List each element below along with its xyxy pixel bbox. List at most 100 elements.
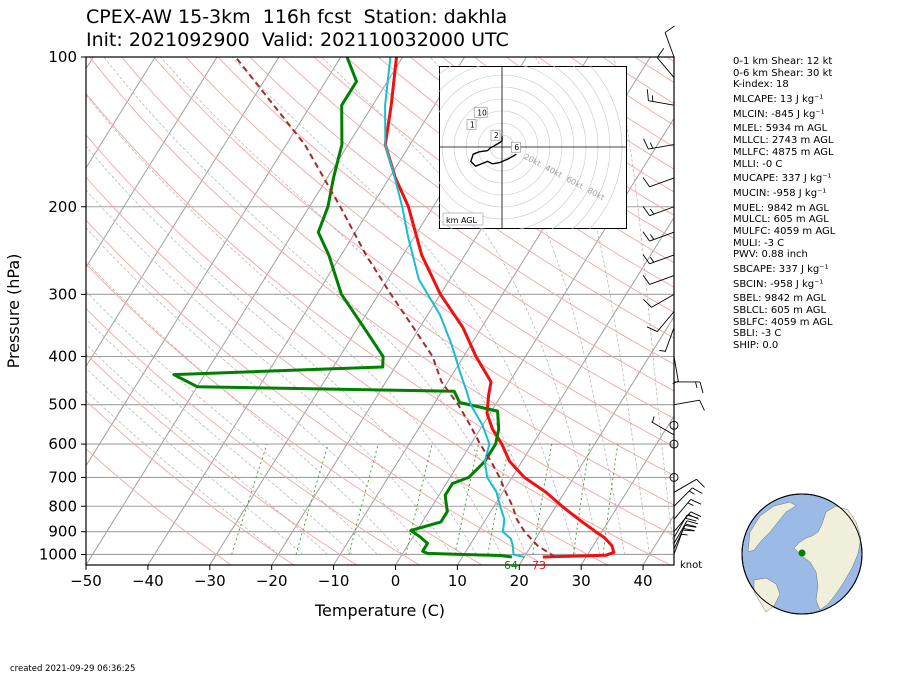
wind-barb — [673, 511, 702, 532]
wind-barb — [669, 472, 679, 482]
hodograph-height-marker: 10 — [473, 107, 488, 118]
wind-barb — [673, 499, 702, 520]
index-line: SBLI: -3 C — [733, 328, 782, 340]
wind-barb — [673, 478, 705, 493]
dry-adiabat — [377, 57, 674, 264]
moist-adiabat — [86, 390, 279, 555]
dry-adiabat — [86, 307, 420, 565]
x-tick-label: 0 — [391, 572, 401, 590]
dry-adiabat — [86, 400, 294, 565]
moist-adiabat — [86, 145, 477, 555]
wind-barb — [642, 274, 675, 285]
index-line: MUCAPE: 337 J kg⁻¹ — [733, 173, 832, 185]
index-line: SBCAPE: 337 J kg⁻¹ — [733, 264, 829, 275]
index-line: MLLCL: 2743 m AGL — [733, 135, 834, 147]
dry-adiabat — [153, 57, 674, 448]
index-line: MULI: -3 C — [733, 237, 785, 249]
index-line: SBLCL: 605 m AGL — [733, 305, 827, 317]
x-tick-label: −50 — [70, 572, 102, 590]
dewpoint-profile — [172, 57, 512, 559]
x-tick-label: −30 — [194, 572, 226, 590]
dry-adiabat — [86, 263, 483, 565]
index-line: K-index: 18 — [733, 79, 789, 91]
isotherm — [86, 57, 280, 368]
axis-ticks: −50 −40 −30 −20 −10 0 10 20 30 40 100 200 300 400 500 6… — [39, 48, 653, 590]
y-tick-label: 900 — [48, 523, 77, 541]
wind-barb — [673, 487, 703, 507]
y-tick-label: 700 — [48, 468, 77, 486]
moist-adiabat — [86, 367, 304, 555]
isotherm — [147, 57, 466, 565]
svg-text:10: 10 — [477, 108, 487, 117]
y-tick-label: 200 — [48, 198, 77, 216]
x-tick-label: −10 — [318, 572, 350, 590]
moist-adiabat — [103, 57, 527, 555]
created-timestamp: created 2021-09-29 06:36:25 — [10, 664, 136, 674]
location-globe — [741, 493, 863, 615]
index-line: SBEL: 9842 m AGL — [733, 293, 827, 305]
profiles — [172, 57, 616, 559]
index-line: MLLFC: 4875 m AGL — [733, 146, 834, 158]
hodograph-km-agl-label: km AGL — [446, 216, 478, 225]
x-tick-label: 30 — [572, 572, 591, 590]
y-axis-label: Pressure (hPa) — [4, 254, 23, 369]
wind-barb — [643, 138, 675, 150]
moist-adiabat — [535, 57, 650, 555]
dry-adiabat — [313, 57, 674, 313]
hodograph-height-marker: 6 — [511, 141, 521, 153]
hodograph-height-marker: 2 — [490, 129, 501, 141]
surface-dewpoint-label: 64 — [504, 559, 518, 572]
x-tick-label: −40 — [132, 572, 164, 590]
y-tick-label: 400 — [48, 348, 77, 366]
wind-barb — [656, 48, 675, 78]
isotherm — [86, 57, 156, 169]
dry-adiabat — [121, 57, 674, 477]
moist-adiabat — [86, 189, 452, 555]
wind-barb — [673, 524, 697, 550]
x-axis-label: Temperature (C) — [314, 601, 445, 620]
x-tick-label: 20 — [510, 572, 529, 590]
dry-adiabat — [281, 57, 674, 339]
moist-adiabat — [86, 260, 403, 555]
wind-barb — [642, 254, 675, 265]
moist-adiabat — [321, 57, 601, 555]
isotherm — [86, 57, 404, 565]
wind-barb — [672, 356, 679, 385]
y-tick-label: 300 — [48, 285, 77, 303]
wind-barb — [642, 206, 675, 217]
moist-adiabat — [86, 343, 329, 555]
dry-adiabat — [345, 57, 674, 288]
globe-land-europe-africa — [793, 505, 862, 611]
wind-barb — [669, 420, 679, 430]
wind-barb — [642, 177, 675, 188]
x-tick-label: 10 — [448, 572, 467, 590]
surface-temperature-label: 73 — [532, 559, 546, 572]
dry-adiabat — [86, 92, 674, 537]
mixing-ratio-line — [487, 444, 510, 555]
index-line: MLCAPE: 13 J kg⁻¹ — [733, 94, 824, 106]
hodograph-height-marker: 1 — [466, 119, 477, 130]
mixing-ratio-line — [405, 443, 433, 555]
station-marker — [798, 549, 806, 557]
isotherm — [86, 57, 218, 269]
barb-units-label: knot — [680, 560, 703, 571]
y-tick-label: 100 — [48, 48, 77, 66]
parcel-profile — [234, 57, 556, 558]
wetbulb-profile — [384, 57, 525, 558]
wind-barb — [646, 311, 675, 332]
isotherm — [395, 117, 674, 565]
dry-adiabat — [217, 57, 674, 392]
mixing-ratio-line — [231, 443, 268, 555]
wind-barb — [674, 381, 704, 394]
index-line: MLLI: -0 C — [733, 158, 783, 170]
index-line: MLEL: 5934 m AGL — [733, 123, 828, 135]
x-tick-label: −20 — [256, 572, 288, 590]
wind-barb — [646, 89, 675, 106]
hodograph-trace — [469, 136, 517, 168]
x-tick-label: 40 — [634, 572, 653, 590]
y-tick-label: 800 — [48, 497, 77, 515]
y-tick-label: 500 — [48, 396, 77, 414]
isotherm — [580, 415, 674, 565]
indices-panel: 0-1 km Shear: 12 kt 0-6 km Shear: 30 kt K-… — [733, 56, 835, 352]
